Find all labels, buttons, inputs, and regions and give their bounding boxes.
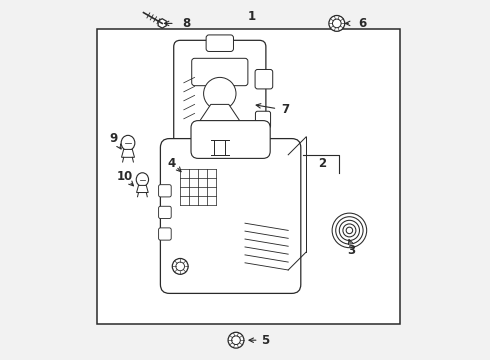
- Circle shape: [204, 77, 236, 110]
- Text: 4: 4: [167, 157, 175, 170]
- Text: 3: 3: [347, 244, 355, 257]
- Text: 9: 9: [109, 132, 118, 145]
- FancyBboxPatch shape: [255, 111, 270, 128]
- FancyBboxPatch shape: [160, 139, 301, 293]
- Polygon shape: [196, 104, 243, 126]
- Circle shape: [172, 258, 188, 274]
- FancyBboxPatch shape: [206, 35, 233, 51]
- FancyBboxPatch shape: [255, 69, 273, 89]
- Ellipse shape: [136, 173, 148, 186]
- FancyBboxPatch shape: [191, 121, 270, 158]
- Bar: [98, 29, 400, 324]
- Text: 8: 8: [182, 17, 190, 30]
- Circle shape: [329, 15, 345, 31]
- Text: 2: 2: [318, 157, 326, 170]
- FancyBboxPatch shape: [174, 40, 266, 154]
- Text: 6: 6: [358, 17, 367, 30]
- Text: 1: 1: [248, 10, 256, 23]
- FancyBboxPatch shape: [159, 206, 171, 219]
- Circle shape: [228, 332, 244, 348]
- FancyBboxPatch shape: [159, 228, 171, 240]
- Circle shape: [333, 19, 341, 28]
- Polygon shape: [137, 185, 148, 193]
- Ellipse shape: [121, 135, 135, 150]
- Circle shape: [176, 262, 185, 271]
- Text: 7: 7: [281, 103, 289, 116]
- Circle shape: [232, 336, 240, 345]
- Text: 5: 5: [261, 334, 270, 347]
- FancyBboxPatch shape: [192, 58, 248, 86]
- FancyBboxPatch shape: [159, 185, 171, 197]
- Polygon shape: [122, 149, 134, 157]
- Text: 10: 10: [116, 170, 132, 183]
